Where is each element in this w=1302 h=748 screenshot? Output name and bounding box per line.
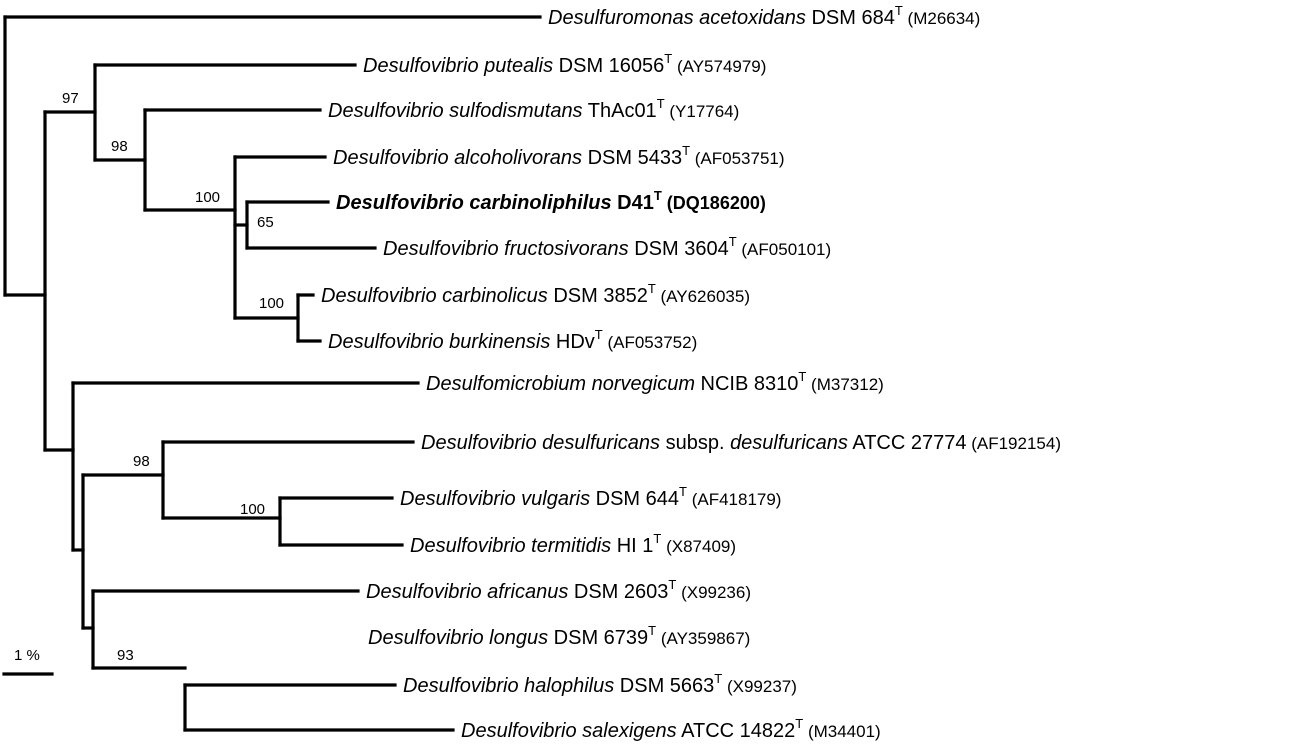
bootstrap-value: 100: [240, 501, 265, 518]
type-strain-mark: T: [648, 281, 656, 296]
taxon-accession: (M34401): [803, 722, 880, 741]
taxon-accession: (AF418179): [687, 490, 782, 509]
taxon-accession: (X99237): [722, 677, 797, 696]
taxon-accession: (X87409): [661, 537, 736, 556]
type-strain-mark: T: [657, 96, 665, 111]
taxon-label: Desulfovibrio vulgaris DSM 644T (AF41817…: [400, 484, 781, 510]
tree-branches: [3, 15, 542, 732]
type-strain-mark: T: [679, 484, 687, 499]
taxon-strain: HI 1: [611, 535, 653, 557]
taxon-labels: Desulfuromonas acetoxidans DSM 684T (M26…: [321, 3, 1061, 742]
taxon-accession: (AF050101): [737, 240, 832, 259]
type-strain-mark: T: [714, 671, 722, 686]
taxon-accession: (M37312): [806, 375, 883, 394]
taxon-accession: (AF053752): [603, 333, 698, 352]
taxon-species-name: Desulfovibrio halophilus: [403, 675, 614, 697]
taxon-strain: DSM 6739: [548, 627, 648, 649]
taxon-subspecies: subsp.: [660, 432, 730, 454]
taxon-species-name: Desulfovibrio longus: [368, 627, 548, 649]
taxon-label: Desulfuromonas acetoxidans DSM 684T (M26…: [548, 3, 980, 29]
bootstrap-value: 93: [117, 647, 134, 664]
taxon-species-name: Desulfovibrio africanus: [366, 581, 568, 603]
taxon-label: Desulfovibrio halophilus DSM 5663T (X992…: [403, 671, 797, 697]
taxon-strain: ATCC 14822: [677, 720, 796, 742]
type-strain-mark: T: [664, 51, 672, 66]
taxon-species-name: Desulfovibrio sulfodismutans: [328, 100, 583, 122]
taxon-strain: DSM 5433: [582, 147, 682, 169]
taxon-accession: (AF192154): [967, 434, 1062, 453]
taxon-subspecies-epithet: desulfuricans: [730, 432, 848, 454]
taxon-label: Desulfovibrio putealis DSM 16056T (AY574…: [363, 51, 766, 77]
taxon-species-name: Desulfovibrio carbinoliphilus: [336, 192, 612, 214]
bootstrap-value: 98: [133, 453, 150, 470]
taxon-label: Desulfovibrio termitidis HI 1T (X87409): [410, 531, 736, 557]
scale-bar-label: 1 %: [14, 647, 40, 664]
taxon-label: Desulfovibrio africanus DSM 2603T (X9923…: [366, 577, 751, 603]
taxon-strain: D41: [612, 192, 654, 214]
taxon-accession: (AY626035): [656, 287, 750, 306]
taxon-label: Desulfovibrio sulfodismutans ThAc01T (Y1…: [328, 96, 739, 122]
type-strain-mark: T: [654, 188, 662, 203]
taxon-label: Desulfovibrio longus DSM 6739T (AY359867…: [368, 623, 750, 649]
taxon-strain: DSM 3852: [548, 285, 648, 307]
taxon-label: Desulfomicrobium norvegicum NCIB 8310T (…: [426, 369, 884, 395]
type-strain-mark: T: [682, 143, 690, 158]
scale-bar: 1 %: [2, 647, 54, 676]
taxon-label: Desulfovibrio carbinoliphilus D41T (DQ18…: [336, 188, 766, 214]
taxon-species-name: Desulfomicrobium norvegicum: [426, 373, 695, 395]
taxon-label: Desulfovibrio salexigens ATCC 14822T (M3…: [461, 716, 881, 742]
taxon-strain: DSM 644: [590, 488, 679, 510]
taxon-strain: DSM 684: [806, 7, 895, 29]
taxon-species-name: Desulfovibrio fructosivorans: [383, 238, 629, 260]
taxon-species-name: Desulfovibrio desulfuricans: [421, 432, 660, 454]
taxon-label: Desulfovibrio fructosivorans DSM 3604T (…: [383, 234, 831, 260]
taxon-species-name: Desulfuromonas acetoxidans: [548, 7, 806, 29]
taxon-accession: (M26634): [903, 9, 980, 28]
taxon-label: Desulfovibrio burkinensis HDvT (AF053752…: [328, 327, 697, 353]
taxon-strain: HDv: [550, 331, 594, 353]
taxon-strain: NCIB 8310: [695, 373, 798, 395]
taxon-strain: DSM 2603: [568, 581, 668, 603]
taxon-accession: (DQ186200): [662, 193, 766, 213]
taxon-accession: (X99236): [676, 583, 751, 602]
type-strain-mark: T: [895, 3, 903, 18]
taxon-strain: DSM 5663: [614, 675, 714, 697]
type-strain-mark: T: [798, 369, 806, 384]
taxon-species-name: Desulfovibrio vulgaris: [400, 488, 590, 510]
bootstrap-value: 97: [62, 90, 79, 107]
taxon-strain: DSM 3604: [629, 238, 729, 260]
taxon-species-name: Desulfovibrio burkinensis: [328, 331, 550, 353]
bootstrap-value: 100: [195, 189, 220, 206]
bootstrap-value: 65: [257, 214, 274, 231]
taxon-strain: DSM 16056: [553, 55, 664, 77]
bootstrap-value: 100: [259, 295, 284, 312]
taxon-label: Desulfovibrio alcoholivorans DSM 5433T (…: [333, 143, 785, 169]
taxon-strain: ATCC 27774: [848, 432, 967, 454]
taxon-species-name: Desulfovibrio alcoholivorans: [333, 147, 582, 169]
taxon-species-name: Desulfovibrio carbinolicus: [321, 285, 548, 307]
taxon-species-name: Desulfovibrio salexigens: [461, 720, 677, 742]
taxon-strain: ThAc01: [583, 100, 657, 122]
taxon-accession: (AY359867): [656, 629, 750, 648]
taxon-species-name: Desulfovibrio termitidis: [410, 535, 611, 557]
taxon-label: Desulfovibrio carbinolicus DSM 3852T (AY…: [321, 281, 750, 307]
type-strain-mark: T: [729, 234, 737, 249]
bootstrap-value: 98: [111, 138, 128, 155]
type-strain-mark: T: [795, 716, 803, 731]
type-strain-mark: T: [648, 623, 656, 638]
taxon-accession: (AF053751): [690, 149, 785, 168]
type-strain-mark: T: [668, 577, 676, 592]
bootstrap-labels: 97 98 100 65 100 98 100 93: [62, 90, 284, 664]
taxon-species-name: Desulfovibrio putealis: [363, 55, 553, 77]
type-strain-mark: T: [595, 327, 603, 342]
type-strain-mark: T: [653, 531, 661, 546]
taxon-label: Desulfovibrio desulfuricans subsp. desul…: [421, 432, 1061, 454]
taxon-accession: (Y17764): [665, 102, 740, 121]
taxon-accession: (AY574979): [672, 57, 766, 76]
